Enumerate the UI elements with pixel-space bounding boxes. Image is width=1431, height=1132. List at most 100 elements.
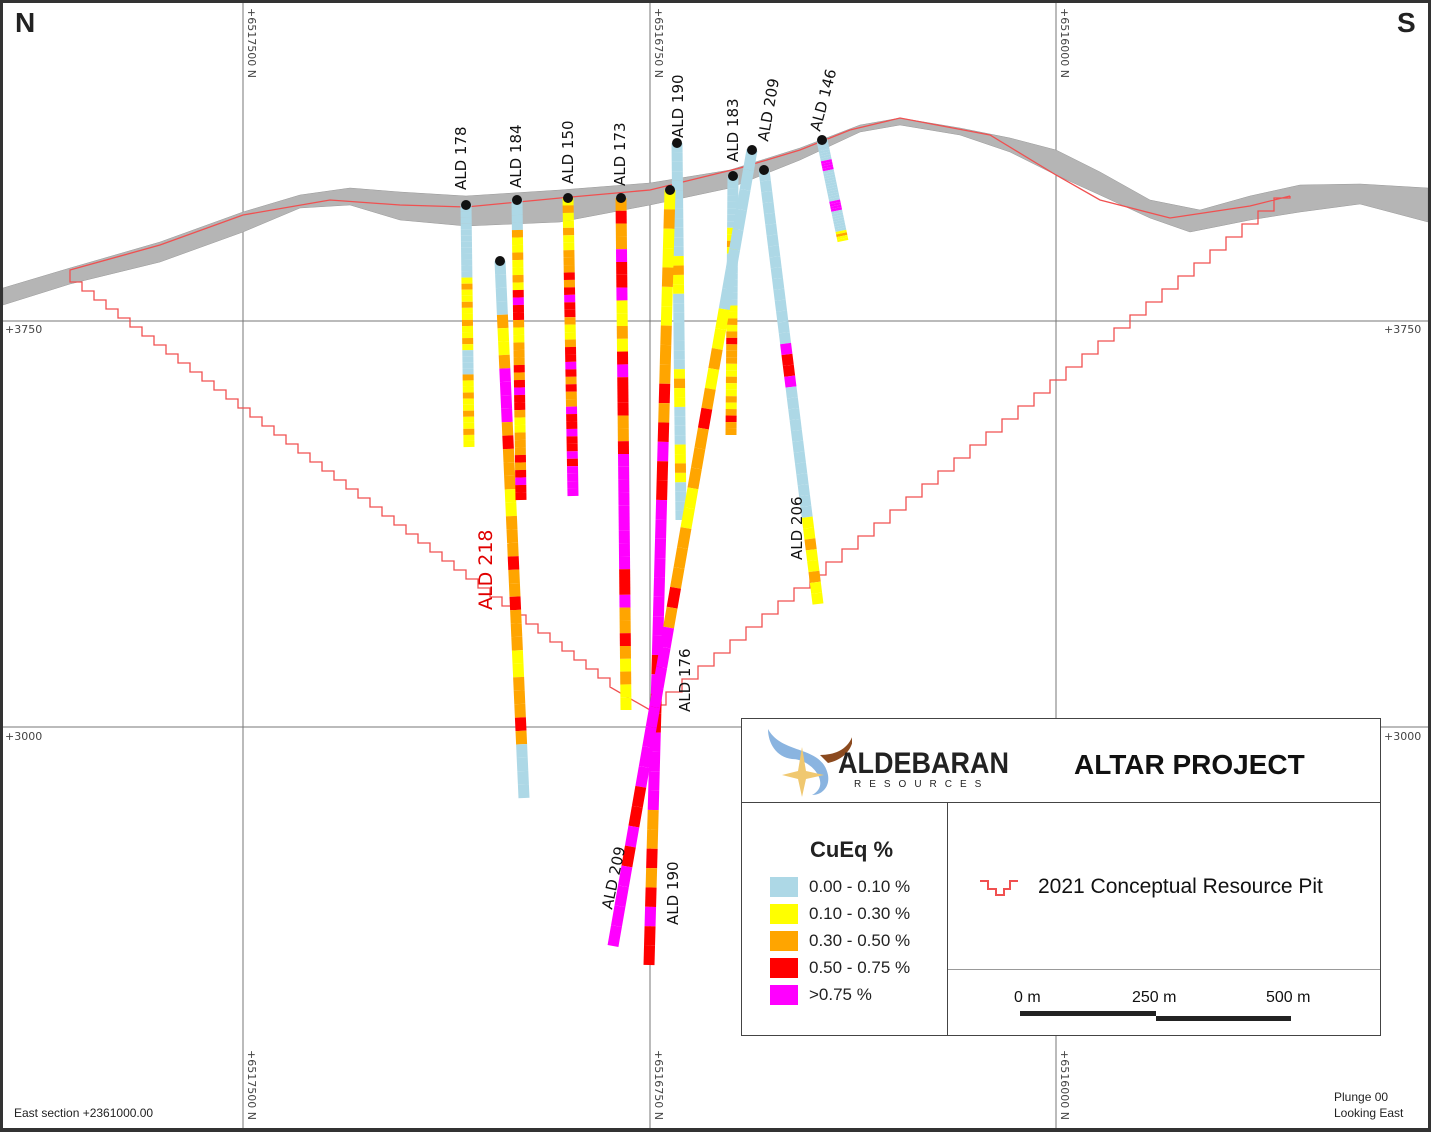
drillhole-interval [792,440,805,453]
drillhole-interval [662,228,675,249]
drillhole-interval [773,288,786,301]
drillhole-interval [505,515,518,530]
cueq-class: 0.50 - 0.75 % [770,957,910,979]
drillhole-interval [766,234,779,247]
cueq-title: CuEq % [810,837,894,862]
drillhole-interval [496,301,508,315]
drillhole-interval [774,299,788,312]
drillhole-interval [501,421,514,436]
drillhole-interval [502,448,515,463]
drillhole-interval [759,180,773,193]
elevation-label-left: +3000 [5,730,42,743]
drillhole-ald190 [671,138,687,521]
drillhole-ald178 [460,200,475,448]
drillhole-interval [514,717,527,732]
drillhole-interval [659,626,675,649]
drillhole-interval [658,402,670,423]
pit-symbol-icon [980,880,1018,896]
drillhole-interval [511,650,524,664]
drillhole-interval [819,154,832,159]
elevation-label-right: +3000 [1384,730,1421,743]
drillhole-interval [687,467,702,490]
drillhole-ald146 [816,135,849,243]
scale-bar-segment [1020,1011,1156,1016]
drillhole-interval [504,475,516,490]
drillhole-interval [822,169,835,174]
drillhole-interval [677,527,692,549]
drillhole-interval [508,582,521,597]
drillhole-interval [506,529,519,544]
drillhole-interval [807,559,820,573]
drillhole-interval [785,386,798,399]
drillhole-ald173 [615,193,632,711]
drillhole-interval [645,887,657,908]
drillhole-label: ALD 190 [664,861,682,925]
drillhole-interval [821,161,833,167]
section-map: +6517500 N +6516750 N +6516000 N +651750… [2,3,1429,1128]
drillhole-interval [784,375,797,388]
drillhole-interval [718,288,734,311]
drillhole-interval [801,516,815,529]
drillhole-interval [794,462,808,475]
drillhole-interval [767,245,781,258]
drillhole-interval [657,441,669,462]
drillhole-interval [516,744,528,758]
drillhole-interval [656,461,669,481]
drillhole-interval [834,227,847,233]
drillhole-interval [660,325,672,346]
drillhole-interval [661,286,673,307]
drillhole-interval [790,429,804,442]
drillhole-interval [762,201,775,215]
drillhole-interval [648,751,661,772]
drillhole-interval [643,945,656,966]
drillhole-ald206 [758,165,824,605]
drillhole-interval [830,204,842,210]
drillhole-interval [823,174,836,179]
drillhole-interval [656,646,671,669]
northing-label-top: +6516000 N [1058,8,1071,78]
drillhole-interval [715,308,730,331]
drillhole-interval [832,214,844,220]
drillhole-interval [818,148,831,154]
drillhole-interval [701,387,716,410]
drillhole-interval [513,690,526,705]
drillhole-interval [828,196,840,202]
drillhole-interval [809,581,823,594]
drillhole-interval [827,189,839,195]
drillhole-interval [501,408,513,423]
drillhole-interval [673,547,688,569]
drillhole-interval [697,407,713,430]
drillhole-interval [607,925,622,947]
drillhole-interval [652,596,665,617]
drillhole-interval [631,785,647,808]
drillhole-interval [507,556,520,571]
drillhole-ald184 [511,195,527,501]
drillhole-interval [808,570,821,583]
drillhole-interval [624,825,640,848]
pit-legend-label: 2021 Conceptual Resource Pit [1038,875,1323,898]
collar-marker [665,185,675,195]
cueq-class-label: 0.50 - 0.75 % [809,958,911,977]
drillhole-interval [800,505,813,518]
drillhole-interval [662,247,674,268]
northing-label-top: +6516750 N [652,8,665,78]
drillhole-interval [763,212,777,225]
drillhole-interval [656,480,668,501]
drillhole-interval [811,592,824,605]
drillhole-interval [820,159,833,164]
drillhole-label: ALD 183 [724,98,742,162]
cueq-class: 0.30 - 0.50 % [770,930,910,952]
drillhole-interval [836,232,848,238]
scale-label: 0 m [1014,989,1041,1006]
drillhole-interval [644,906,657,927]
logo-name: ALDEBARAN [838,747,1009,780]
drillhole-interval [517,784,530,799]
drillhole-interval [772,277,785,291]
drillhole-interval [769,256,782,269]
drillhole-interval [614,885,629,908]
drillhole-interval [729,228,744,251]
drillhole-interval [495,274,507,289]
drillhole-interval [635,765,650,788]
drillhole-interval [680,507,695,530]
